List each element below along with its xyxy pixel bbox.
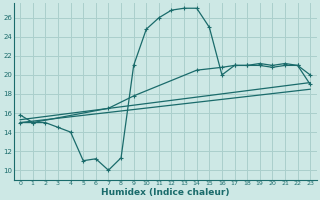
X-axis label: Humidex (Indice chaleur): Humidex (Indice chaleur)	[101, 188, 229, 197]
